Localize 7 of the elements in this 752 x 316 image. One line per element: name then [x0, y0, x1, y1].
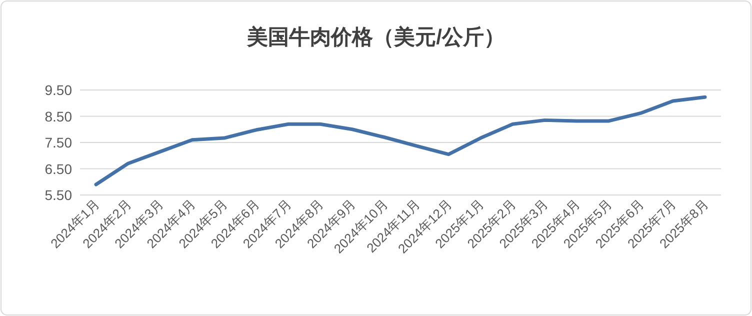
y-tick-label: 5.50: [44, 187, 72, 203]
line-series: [94, 95, 707, 186]
y-tick-label: 6.50: [44, 160, 72, 177]
y-tick-label: 7.50: [44, 134, 72, 150]
chart-title: 美国牛肉价格（美元/公斤）: [246, 25, 505, 49]
y-tick-label: 9.50: [44, 82, 72, 98]
y-tick-label: 8.50: [44, 108, 72, 124]
